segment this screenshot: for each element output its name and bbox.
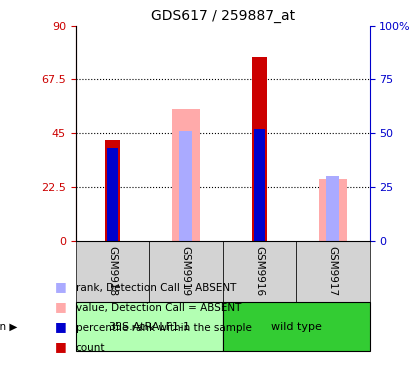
Bar [179, 131, 192, 241]
Text: ■: ■ [55, 340, 66, 353]
FancyBboxPatch shape [223, 302, 370, 351]
Bar [254, 129, 265, 241]
Bar [326, 176, 339, 241]
Text: wild type: wild type [270, 322, 322, 332]
Text: rank, Detection Call = ABSENT: rank, Detection Call = ABSENT [76, 283, 236, 293]
Text: percentile rank within the sample: percentile rank within the sample [76, 323, 252, 333]
Text: GSM9919: GSM9919 [181, 246, 191, 296]
Text: ■: ■ [55, 280, 66, 293]
FancyBboxPatch shape [76, 241, 149, 302]
FancyBboxPatch shape [149, 241, 223, 302]
Text: GSM9917: GSM9917 [328, 246, 338, 296]
Bar [172, 109, 200, 241]
Text: GSM9918: GSM9918 [108, 246, 117, 296]
Bar [107, 148, 118, 241]
Text: ■: ■ [55, 320, 66, 333]
Bar [319, 179, 346, 241]
Bar [252, 57, 267, 241]
FancyBboxPatch shape [223, 241, 296, 302]
Text: ■: ■ [55, 300, 66, 313]
Title: GDS617 / 259887_at: GDS617 / 259887_at [150, 9, 295, 23]
Bar [105, 140, 120, 241]
Text: GSM9916: GSM9916 [255, 246, 264, 296]
FancyBboxPatch shape [296, 241, 370, 302]
Text: count: count [76, 343, 105, 353]
Text: value, Detection Call = ABSENT: value, Detection Call = ABSENT [76, 303, 241, 313]
Text: 35S.AtRALF1-1: 35S.AtRALF1-1 [108, 322, 190, 332]
Text: genotype/variation ▶: genotype/variation ▶ [0, 322, 17, 332]
FancyBboxPatch shape [76, 302, 223, 351]
